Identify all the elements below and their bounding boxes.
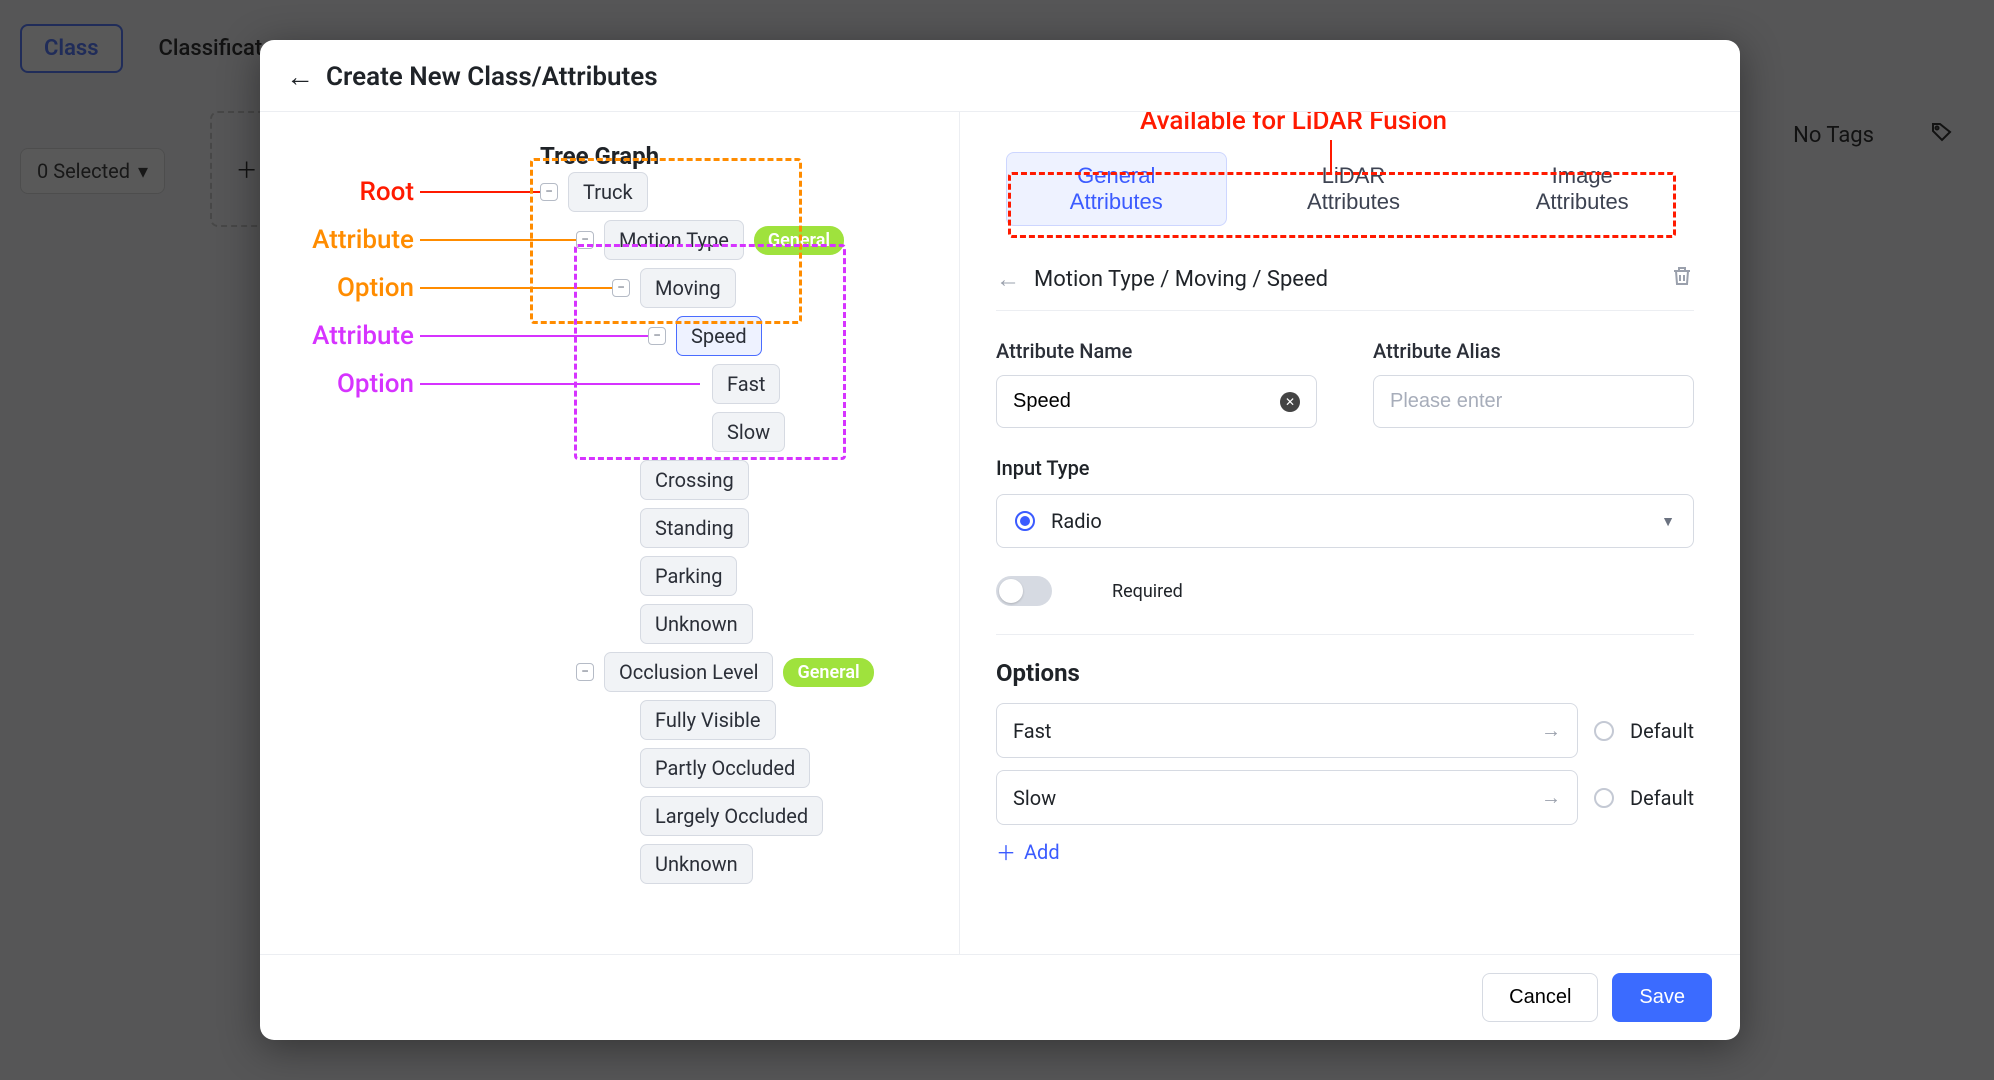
tree-node-crossing[interactable]: Crossing [640, 460, 749, 500]
annotation-label-option-2: Option [260, 360, 420, 408]
annotation-label-attribute-1: Attribute [260, 216, 420, 264]
radio-icon [1015, 511, 1035, 531]
required-toggle[interactable] [996, 576, 1052, 606]
back-arrow-icon[interactable]: ← [286, 60, 314, 93]
tree-node-fully-visible[interactable]: Fully Visible [640, 700, 776, 740]
tab-general-attributes[interactable]: General Attributes [1006, 152, 1227, 226]
option-input[interactable]: Slow → [996, 770, 1578, 825]
tree-toggle[interactable]: − [576, 663, 594, 681]
default-radio[interactable] [1594, 788, 1614, 808]
label-default: Default [1630, 786, 1694, 810]
breadcrumb-back-icon[interactable]: ← [996, 265, 1020, 294]
label-attribute-alias: Attribute Alias [1373, 339, 1694, 363]
save-button[interactable]: Save [1612, 973, 1712, 1022]
form-pane: General Attributes LiDAR Attributes Imag… [960, 112, 1740, 954]
bg-chip-notags: No Tags [1773, 113, 1894, 158]
label-input-type: Input Type [996, 456, 1694, 480]
breadcrumb: Motion Type / Moving / Speed [1034, 267, 1328, 292]
option-input[interactable]: Fast → [996, 703, 1578, 758]
label-default: Default [1630, 719, 1694, 743]
tree-node-motion-type[interactable]: Motion Type [604, 220, 744, 260]
attribute-tabs: General Attributes LiDAR Attributes Imag… [996, 142, 1694, 236]
attribute-alias-input[interactable] [1373, 375, 1694, 428]
arrow-right-icon[interactable]: → [1541, 718, 1561, 743]
tab-image-attributes[interactable]: Image Attributes [1480, 152, 1684, 226]
option-row: Fast → Default [996, 703, 1694, 758]
tree-node-moving[interactable]: Moving [640, 268, 736, 308]
label-attribute-name: Attribute Name [996, 339, 1317, 363]
label-required: Required [1112, 581, 1183, 602]
badge-general: General [754, 226, 844, 255]
tree-node-slow[interactable]: Slow [712, 412, 785, 452]
annotation-label-root: Root [260, 168, 420, 216]
tree-node-fast[interactable]: Fast [712, 364, 780, 404]
tree-graph: − Truck − Motion Type General − Moving −… [540, 168, 874, 888]
tree-pane: Tree Graph Root Attribute Option Attribu… [260, 112, 960, 954]
tab-lidar-attributes[interactable]: LiDAR Attributes [1251, 152, 1457, 226]
annotation-label-option-1: Option [260, 264, 420, 312]
badge-general: General [783, 658, 873, 687]
chevron-down-icon: ▼ [1661, 513, 1675, 530]
annotation-lidar-fusion: Available for LiDAR Fusion [1140, 112, 1447, 136]
bg-selected-dropdown: 0 Selected▾ [20, 148, 165, 194]
tree-node-largely-occluded[interactable]: Largely Occluded [640, 796, 823, 836]
tree-toggle[interactable]: − [612, 279, 630, 297]
tree-node-unknown[interactable]: Unknown [640, 604, 753, 644]
attribute-name-input[interactable]: ✕ [996, 375, 1317, 428]
tree-node-occlusion[interactable]: Occlusion Level [604, 652, 773, 692]
clear-icon[interactable]: ✕ [1280, 392, 1300, 412]
tag-icon [1910, 110, 1974, 160]
annotation-label-attribute-2: Attribute [260, 312, 420, 360]
delete-icon[interactable] [1670, 264, 1694, 294]
input-type-value: Radio [1051, 509, 1102, 533]
arrow-right-icon[interactable]: → [1541, 785, 1561, 810]
modal-title: Create New Class/Attributes [326, 62, 658, 92]
tree-node-truck[interactable]: Truck [568, 172, 648, 212]
annotation-connector [1330, 140, 1332, 174]
input-type-select[interactable]: Radio ▼ [996, 494, 1694, 548]
tree-node-occ-unknown[interactable]: Unknown [640, 844, 753, 884]
default-radio[interactable] [1594, 721, 1614, 741]
plus-icon: ＋ [996, 837, 1016, 866]
tree-toggle[interactable]: − [648, 327, 666, 345]
add-option-button[interactable]: ＋ Add [996, 837, 1694, 866]
option-row: Slow → Default [996, 770, 1694, 825]
tree-node-standing[interactable]: Standing [640, 508, 749, 548]
cancel-button[interactable]: Cancel [1482, 973, 1598, 1022]
tree-node-speed[interactable]: Speed [676, 316, 762, 356]
tree-node-partly-occluded[interactable]: Partly Occluded [640, 748, 810, 788]
bg-tab-class: Class [20, 24, 123, 73]
options-heading: Options [996, 659, 1694, 687]
tree-toggle[interactable]: − [576, 231, 594, 249]
tree-heading: Tree Graph [540, 142, 939, 170]
tree-toggle[interactable]: − [540, 183, 558, 201]
modal-create-class: ← Create New Class/Attributes Available … [260, 40, 1740, 1040]
tree-node-parking[interactable]: Parking [640, 556, 737, 596]
